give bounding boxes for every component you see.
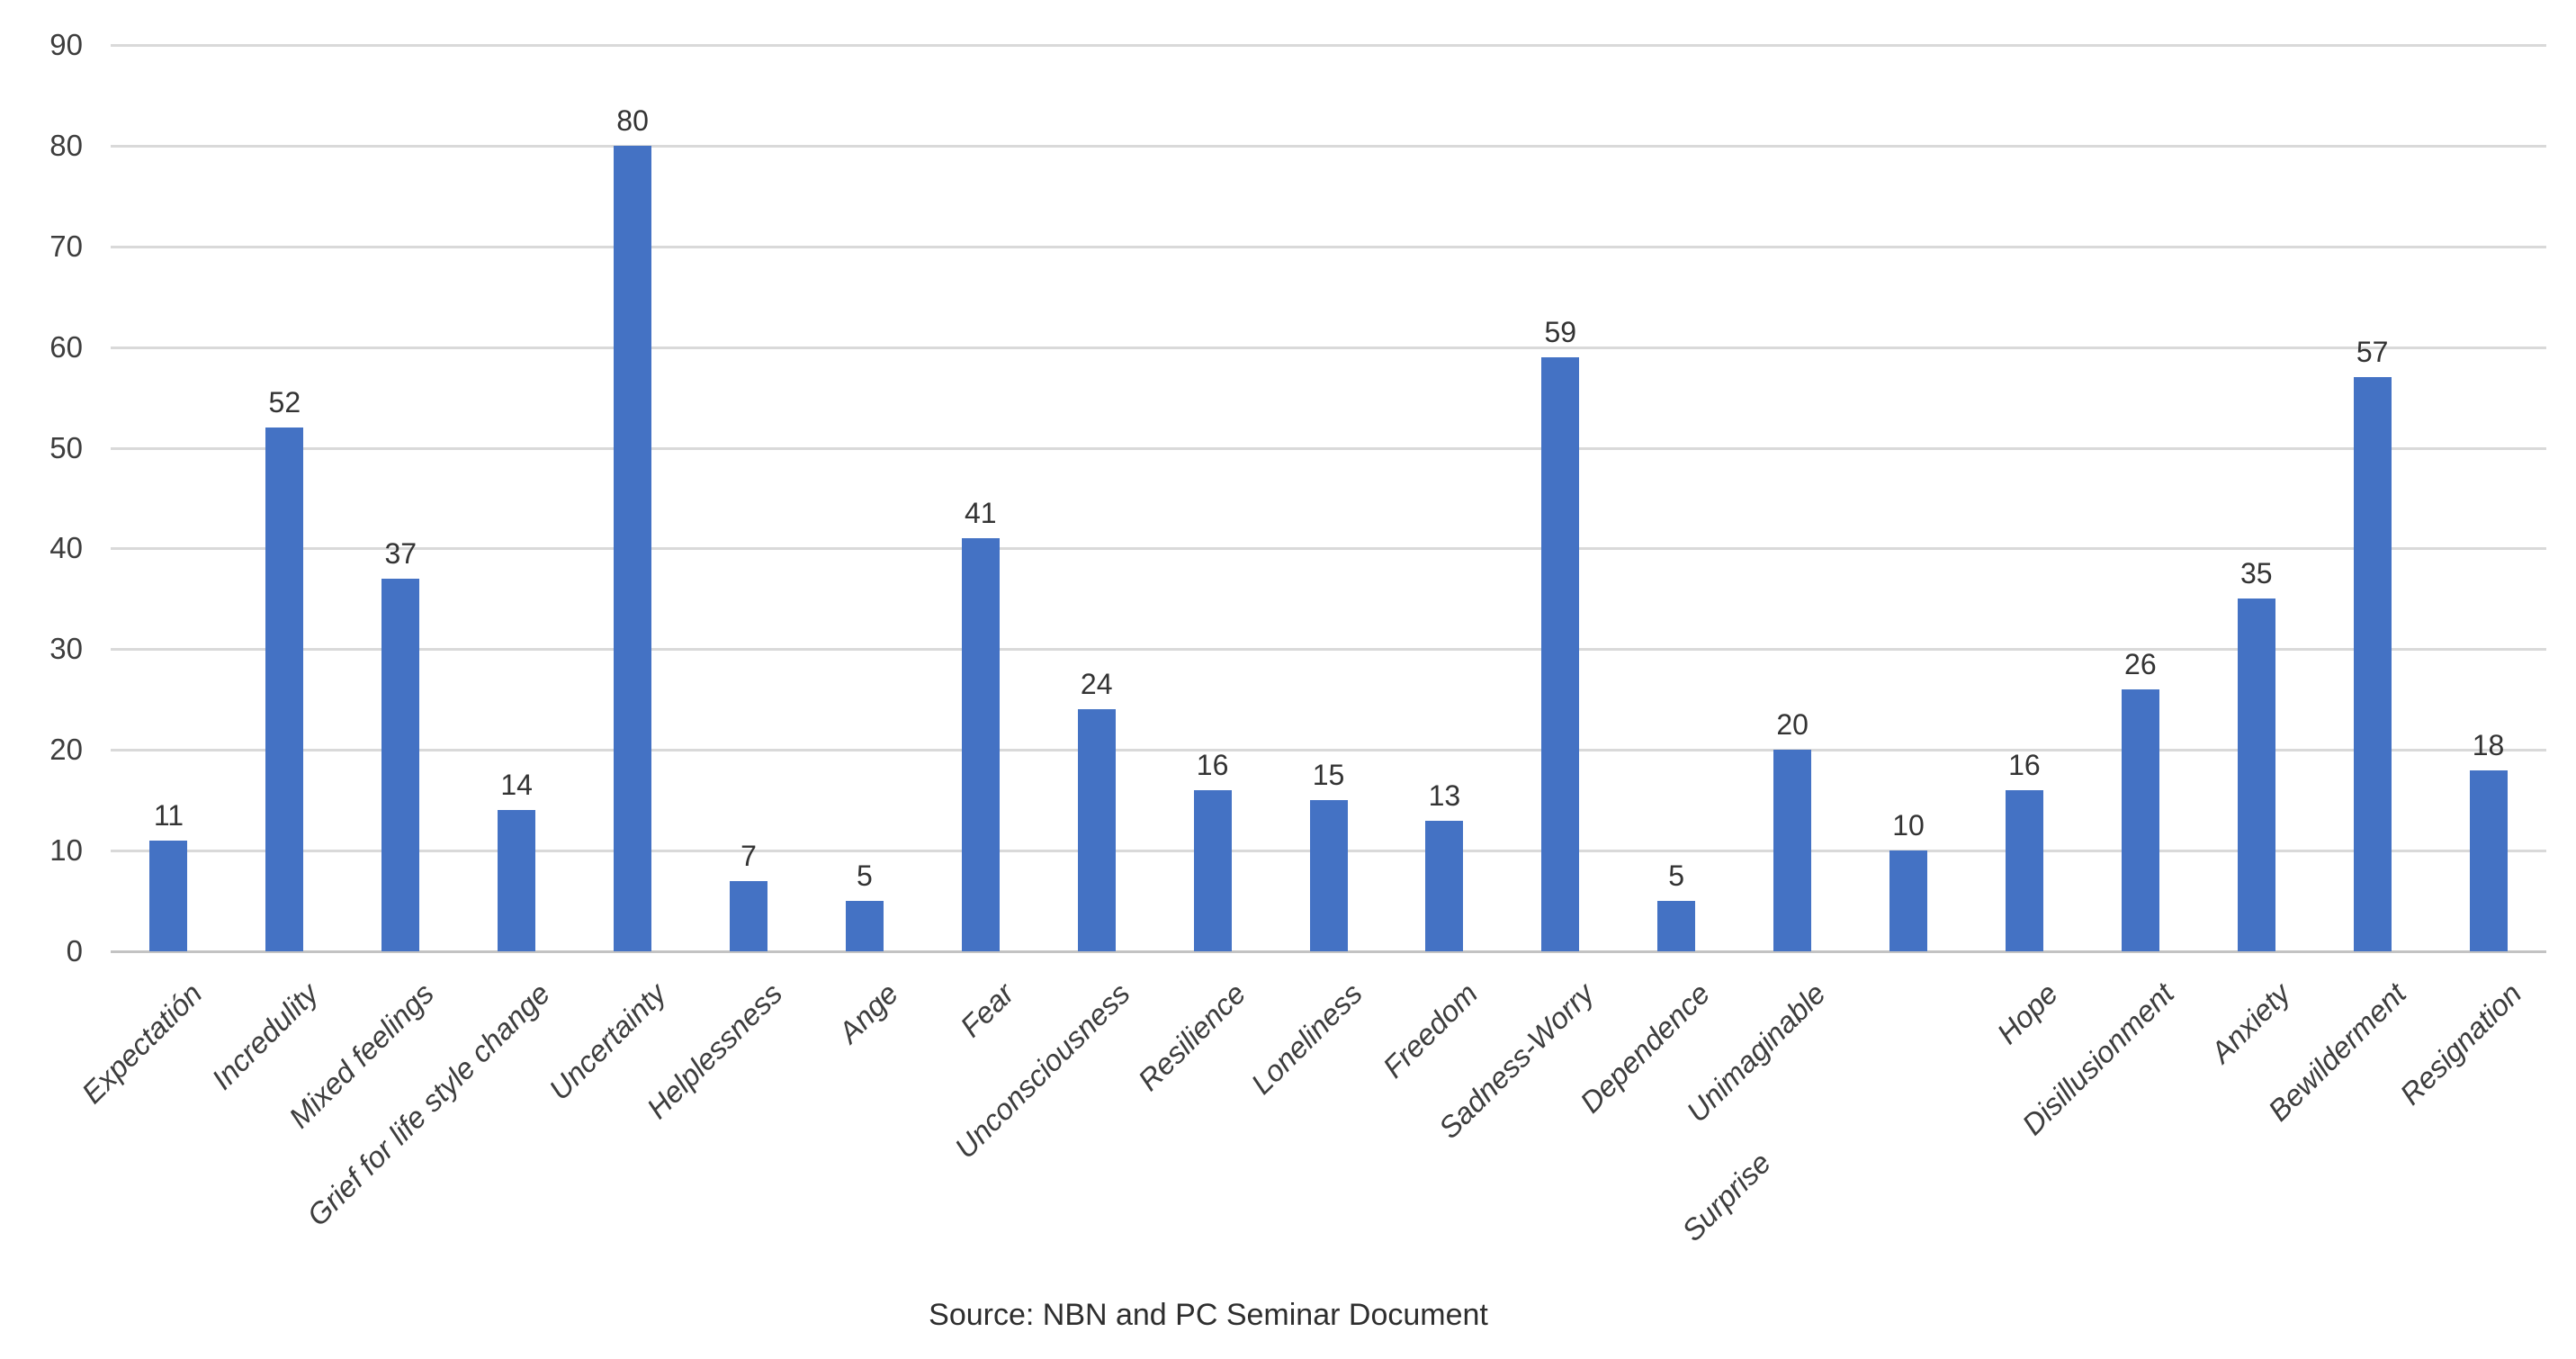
bar-value-label: 11 xyxy=(153,798,184,832)
y-axis-tick-label: 50 xyxy=(49,430,83,464)
bar xyxy=(149,840,188,951)
y-axis-tick-label: 80 xyxy=(49,128,83,162)
bar-value-label: 52 xyxy=(268,386,301,419)
x-axis-category-label: Surprise xyxy=(1675,1146,1778,1248)
bar-value-label: 80 xyxy=(616,104,649,137)
bar-value-label: 59 xyxy=(1544,315,1577,348)
bar xyxy=(729,880,767,951)
x-axis-category-label: Ange xyxy=(831,976,905,1049)
y-axis-tick-label: 60 xyxy=(49,329,83,364)
gridline xyxy=(111,749,2546,752)
bar-value-label: 26 xyxy=(2124,648,2157,681)
bar xyxy=(2237,598,2275,951)
gridline xyxy=(111,648,2546,652)
bar xyxy=(265,428,304,951)
gridline xyxy=(111,144,2546,148)
x-axis-category-label: Expectatión xyxy=(75,976,209,1111)
bar-value-label: 5 xyxy=(856,860,873,893)
bar xyxy=(1425,820,1464,951)
bar xyxy=(1889,850,1928,951)
x-axis-category-label: Anxiety xyxy=(2204,976,2296,1069)
y-axis-tick-label: 0 xyxy=(66,934,83,968)
gridline xyxy=(111,245,2546,248)
x-axis-category-label: Loneliness xyxy=(1243,976,1369,1101)
gridline xyxy=(111,346,2546,349)
bar-value-label: 10 xyxy=(1892,809,1925,842)
x-axis-category-label: Fear xyxy=(953,976,1020,1044)
x-axis-category-label: Resignation xyxy=(2393,976,2528,1112)
bar xyxy=(1077,709,1116,951)
bar-value-label: 18 xyxy=(2472,728,2505,761)
bar xyxy=(1541,356,1580,951)
x-axis-line xyxy=(111,950,2546,953)
y-axis-tick-label: 90 xyxy=(49,28,83,61)
bar-value-label: 15 xyxy=(1312,759,1345,792)
x-axis-category-label: Hope xyxy=(1990,976,2065,1050)
y-axis-tick-label: 40 xyxy=(49,531,83,565)
bar-value-label: 5 xyxy=(1668,860,1685,893)
bar xyxy=(1657,901,1696,951)
bar-value-label: 41 xyxy=(964,497,997,530)
bar-value-label: 16 xyxy=(2008,748,2041,781)
y-axis-tick-label: 10 xyxy=(49,833,83,868)
bar-value-label: 35 xyxy=(2239,557,2273,590)
bar-value-label: 16 xyxy=(1196,748,1229,781)
bar-value-label: 57 xyxy=(2356,336,2389,369)
bar-value-label: 37 xyxy=(384,537,417,570)
y-axis-tick-label: 20 xyxy=(49,733,83,767)
y-axis-tick-label: 70 xyxy=(49,229,83,263)
bar-value-label: 20 xyxy=(1776,708,1809,742)
bar xyxy=(381,579,420,951)
bar xyxy=(614,145,652,951)
bar-value-label: 13 xyxy=(1428,778,1461,812)
bar-value-label: 14 xyxy=(500,769,533,802)
bar xyxy=(1773,750,1812,951)
bar xyxy=(1193,789,1232,951)
bar xyxy=(961,538,1000,951)
x-axis-category-label: Grief for life style change xyxy=(301,976,557,1233)
x-axis-category-label: Resilience xyxy=(1131,976,1252,1097)
bar xyxy=(2353,377,2392,951)
bar xyxy=(2005,789,2043,951)
y-axis-tick-label: 30 xyxy=(49,632,83,666)
bar xyxy=(498,810,536,951)
x-axis-category-label: Incredulity xyxy=(205,976,325,1096)
bar-value-label: 24 xyxy=(1080,668,1113,701)
bar xyxy=(2469,770,2508,951)
gridline xyxy=(111,446,2546,450)
x-axis-category-label: Freedom xyxy=(1377,976,1485,1084)
bar xyxy=(845,901,884,951)
source-note: Source: NBN and PC Seminar Document xyxy=(929,1298,1488,1332)
gridline xyxy=(111,44,2546,47)
gridline xyxy=(111,547,2546,551)
bar-value-label: 7 xyxy=(740,839,757,872)
bar xyxy=(1309,800,1348,951)
bar xyxy=(2121,689,2159,951)
